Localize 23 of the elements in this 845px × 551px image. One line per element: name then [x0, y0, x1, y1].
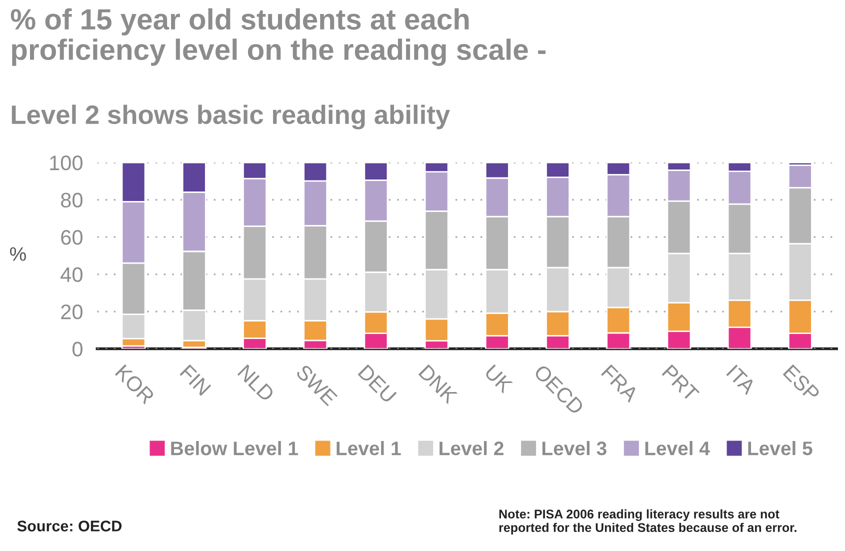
y-tick-label: 60	[61, 230, 82, 245]
y-tick-label: 40	[60, 267, 82, 282]
y-tick-label: 0	[72, 342, 82, 357]
x-tick-label: PRT	[662, 364, 700, 402]
x-tick-label: UK	[484, 364, 514, 394]
x-tick-label: FIN	[180, 364, 212, 396]
y-tick-label: 20	[61, 304, 82, 320]
y-tick-label: 80	[61, 192, 82, 208]
x-tick-label: ESP	[782, 364, 821, 402]
chart-subtitle: Level 2 shows basic reading ability	[12, 104, 450, 130]
source-note: Source: OECD	[17, 520, 122, 532]
legend-label: Level 1	[336, 440, 401, 456]
legend-label: Level 2	[440, 440, 504, 456]
legend-label: Level 5	[748, 440, 812, 456]
y-tick-label: 100	[50, 156, 82, 170]
legend-label: Below Level 1	[171, 440, 298, 456]
text: Note: PISA 2006 reading literacy results are not reported for the United States because of an error.	[499, 509, 796, 534]
chart-title: % of 15 year old students at each proficiency level on the reading scale -	[10, 8, 546, 66]
legend-label: Level 3	[542, 440, 606, 456]
x-tick-label: ITA	[726, 364, 757, 396]
legend-label: Level 4	[645, 440, 710, 456]
x-tick-label: NLD	[237, 364, 276, 402]
y-axis-title: %	[10, 247, 26, 261]
